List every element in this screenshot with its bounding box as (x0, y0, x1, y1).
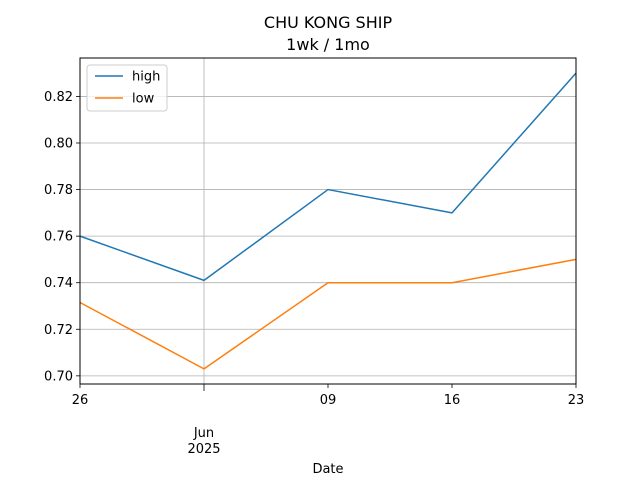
x-tick-label: 26 (72, 393, 89, 408)
chart-subtitle: 1wk / 1mo (286, 35, 370, 54)
legend-label-low: low (132, 92, 155, 107)
legend: high low (86, 64, 168, 112)
y-tick-label: 0.82 (44, 90, 73, 105)
y-tick-label: 0.76 (44, 230, 73, 245)
legend-label-high: high (132, 70, 160, 85)
y-tick-label: 0.80 (44, 136, 73, 151)
x-axis-label: Date (312, 462, 343, 477)
y-tick-label: 0.70 (44, 369, 73, 384)
x-tick-label: Jun (193, 426, 214, 441)
x-tick-label: 16 (444, 393, 461, 408)
y-axis-ticks: 0.70 0.72 0.74 0.76 0.78 0.80 0.82 (44, 90, 80, 384)
y-tick-label: 0.72 (44, 323, 73, 338)
series-lines (79, 72, 577, 370)
x-tick-label: 23 (568, 393, 585, 408)
x-tick-sublabel: 2025 (187, 442, 220, 457)
y-tick-label: 0.78 (44, 183, 73, 198)
y-tick-label: 0.74 (44, 276, 73, 291)
chart-title: CHU KONG SHIP (264, 13, 393, 32)
series-line-high (79, 72, 577, 282)
series-line-low (79, 258, 577, 370)
x-tick-label: 09 (320, 393, 337, 408)
